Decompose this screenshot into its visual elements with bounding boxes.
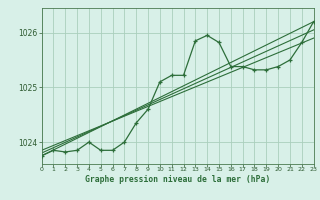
X-axis label: Graphe pression niveau de la mer (hPa): Graphe pression niveau de la mer (hPa)	[85, 175, 270, 184]
